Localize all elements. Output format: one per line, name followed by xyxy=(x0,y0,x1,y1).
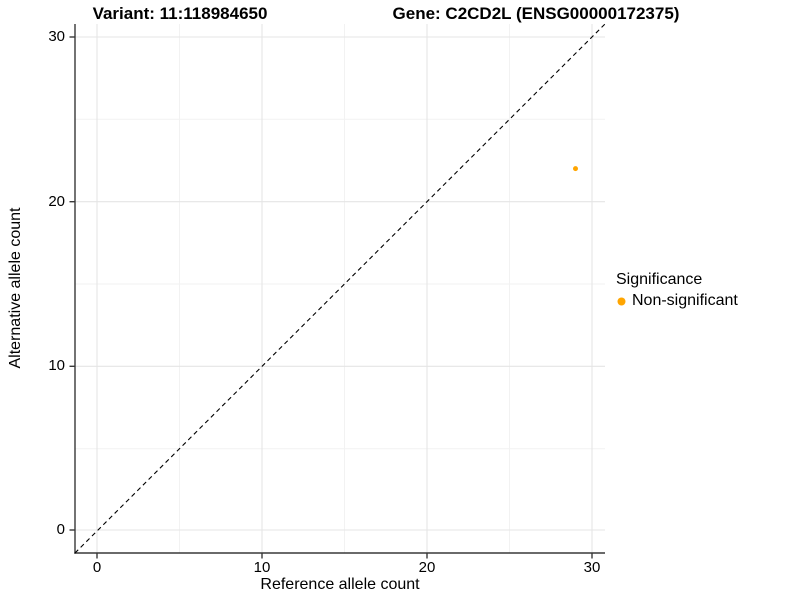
identity-dashed-line xyxy=(74,22,607,554)
y-tick-label-0: 0 xyxy=(56,521,65,538)
plot-title-gene: Gene: C2CD2L (ENSG00000172375) xyxy=(392,4,680,23)
major-gridlines xyxy=(75,24,605,553)
y-axis-title: Alternative allele count xyxy=(7,207,24,369)
data-point xyxy=(573,166,578,172)
x-tick-label-0: 0 xyxy=(92,559,102,576)
x-axis-title: Reference allele count xyxy=(260,576,420,593)
y-tick-label-20: 20 xyxy=(48,192,65,210)
x-tick-label-30: 30 xyxy=(583,559,601,576)
x-tick-label-10: 10 xyxy=(253,559,271,576)
legend-title: Significance xyxy=(616,271,703,288)
y-tick-label-30: 30 xyxy=(48,28,65,45)
legend-item-label: Non-significant xyxy=(632,292,738,309)
y-tick-label-10: 10 xyxy=(48,357,65,375)
axis-lines xyxy=(74,24,605,554)
plot-title-variant: Variant: 11:118984650 xyxy=(92,4,268,23)
legend-marker-icon xyxy=(617,297,626,305)
x-tick-label-20: 20 xyxy=(418,559,436,576)
legend-item-non-significant: Non-significant xyxy=(616,292,738,310)
legend: Significance Non-significant xyxy=(616,271,738,310)
minor-gridlines xyxy=(75,24,605,553)
tick-marks xyxy=(69,36,593,559)
